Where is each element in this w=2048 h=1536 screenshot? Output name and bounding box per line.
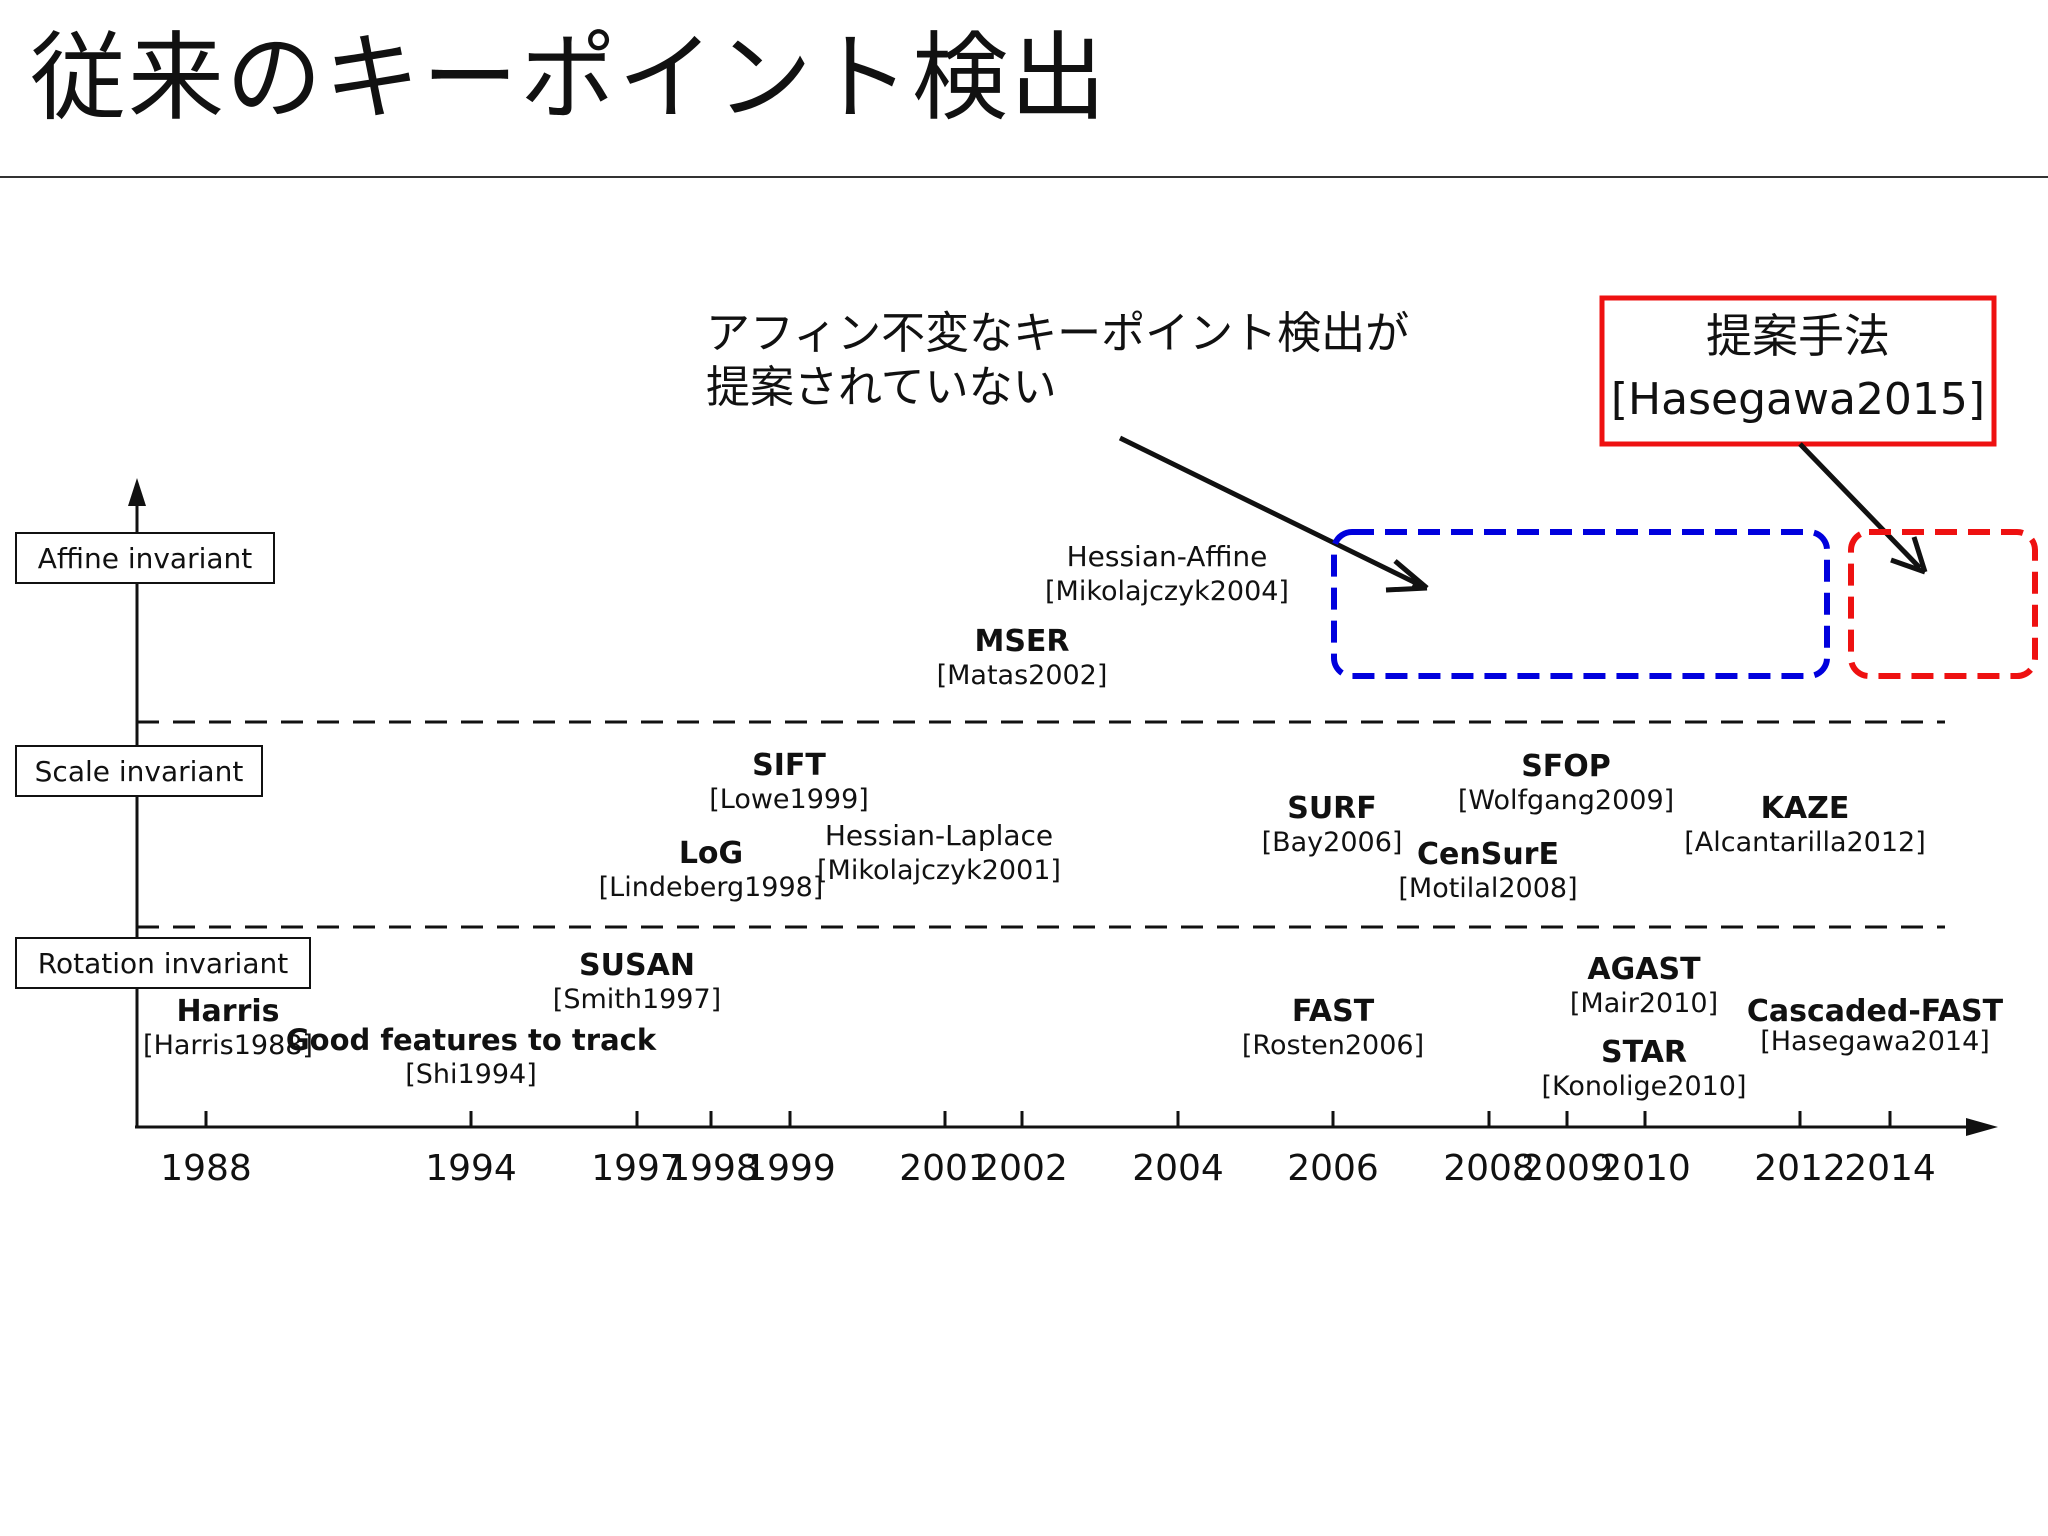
year-label: 2010: [1599, 1148, 1691, 1189]
method-censure: CenSurE [Motilal2008]: [1398, 837, 1577, 904]
method-reference: [Alcantarilla2012]: [1684, 827, 1926, 858]
method-reference: [Mikolajczyk2004]: [1045, 576, 1289, 607]
method-name: Good features to track: [286, 1023, 657, 1057]
year-ticks: [204, 1111, 1892, 1127]
year-label: 2006: [1287, 1148, 1379, 1189]
method-good-features-to-track: Good features to track [Shi1994]: [286, 1023, 657, 1090]
method-sift: SIFT [Lowe1999]: [709, 748, 869, 815]
gap-note-line2: 提案されていない: [706, 362, 1057, 413]
method-hessian-laplace: Hessian-Laplace [Mikolajczyk2001]: [817, 819, 1061, 886]
gap-note-arrow: [1118, 435, 1424, 589]
affine-invariant-label: Affine invariant: [15, 532, 275, 584]
year-label: 1998: [667, 1148, 759, 1189]
method-fast: FAST [Rosten2006]: [1242, 994, 1424, 1061]
method-reference: [Matas2002]: [937, 660, 1108, 691]
method-name: SIFT: [752, 748, 826, 783]
affine-gap-dashed-box: [1331, 529, 1830, 679]
slide-title: 従来のキーポイント検出: [30, 22, 1108, 134]
method-name: CenSurE: [1417, 837, 1559, 872]
method-name: SUSAN: [579, 948, 695, 983]
method-name: KAZE: [1761, 791, 1850, 826]
method-agast: AGAST [Mair2010]: [1570, 952, 1718, 1019]
method-reference: [Harris1988]: [143, 1030, 313, 1061]
method-reference: [Mikolajczyk2001]: [817, 855, 1061, 886]
affine-invariant-text: Affine invariant: [38, 542, 253, 575]
method-name: Hessian-Affine: [1067, 540, 1268, 573]
method-reference: [Motilal2008]: [1398, 873, 1577, 904]
gap-note: アフィン不変なキーポイント検出が 提案されていない: [706, 308, 1409, 413]
method-reference: [Mair2010]: [1570, 988, 1718, 1019]
year-labels: 1988 1994 1997 1998 1999 2001 2002 2004 …: [160, 1148, 1936, 1189]
method-name: MSER: [974, 624, 1069, 659]
method-reference: [Wolfgang2009]: [1458, 785, 1674, 816]
year-label: 2004: [1132, 1148, 1224, 1189]
proposal-dashed-box: [1848, 529, 2038, 679]
method-name: FAST: [1292, 994, 1375, 1029]
year-label: 2008: [1443, 1148, 1535, 1189]
method-reference: [Lindeberg1998]: [599, 872, 824, 903]
method-name: Hessian-Laplace: [825, 819, 1053, 852]
method-reference: [Bay2006]: [1262, 827, 1403, 858]
method-kaze: KAZE [Alcantarilla2012]: [1684, 791, 1926, 858]
year-label: 2002: [976, 1148, 1068, 1189]
method-log: LoG [Lindeberg1998]: [599, 836, 824, 903]
year-label: 2001: [899, 1148, 991, 1189]
method-name: SURF: [1287, 791, 1377, 826]
gap-note-arrowhead: [1385, 559, 1429, 593]
method-reference: [Hasegawa2014]: [1760, 1026, 1990, 1057]
proposal-reference: [Hasegawa2015]: [1611, 374, 1985, 425]
method-surf: SURF [Bay2006]: [1262, 791, 1403, 858]
method-hessian-affine: Hessian-Affine [Mikolajczyk2004]: [1045, 540, 1289, 607]
method-cascaded-fast: Cascaded-FAST [Hasegawa2014]: [1747, 994, 2004, 1057]
year-label: 1988: [160, 1148, 252, 1189]
scale-invariant-text: Scale invariant: [35, 755, 244, 788]
rotation-invariant-text: Rotation invariant: [38, 947, 288, 980]
method-reference: [Smith1997]: [553, 984, 721, 1015]
method-name: Harris: [176, 994, 279, 1029]
proposal-arrowhead: [1890, 536, 1928, 575]
scale-invariant-label: Scale invariant: [15, 745, 263, 797]
gap-note-line1: アフィン不変なキーポイント検出が: [706, 308, 1409, 359]
title-divider: [0, 176, 2048, 178]
method-sfop: SFOP [Wolfgang2009]: [1458, 749, 1674, 816]
proposal-title: 提案手法: [1706, 309, 1890, 363]
method-susan: SUSAN [Smith1997]: [553, 948, 721, 1015]
method-reference: [Rosten2006]: [1242, 1030, 1424, 1061]
method-mser: MSER [Matas2002]: [937, 624, 1108, 691]
proposal-box: 提案手法 [Hasegawa2015]: [1599, 295, 1997, 447]
proposal-arrow: [1798, 442, 1922, 570]
rotation-invariant-label: Rotation invariant: [15, 937, 311, 989]
year-label: 2009: [1521, 1148, 1613, 1189]
year-label: 1994: [425, 1148, 517, 1189]
method-name: STAR: [1601, 1035, 1687, 1070]
year-label: 2014: [1844, 1148, 1936, 1189]
year-label: 1999: [744, 1148, 836, 1189]
method-name: Cascaded-FAST: [1747, 994, 2004, 1029]
method-reference: [Shi1994]: [405, 1059, 537, 1090]
year-label: 2012: [1754, 1148, 1846, 1189]
method-star: STAR [Konolige2010]: [1541, 1035, 1746, 1102]
time-axis-arrowhead: [1966, 1118, 1998, 1136]
method-name: AGAST: [1587, 952, 1701, 987]
method-name: LoG: [679, 836, 743, 871]
method-harris: Harris [Harris1988]: [143, 994, 313, 1061]
method-reference: [Lowe1999]: [709, 784, 869, 815]
vertical-axis-arrowhead: [128, 478, 146, 506]
method-name: SFOP: [1521, 749, 1611, 784]
year-label: 1997: [591, 1148, 683, 1189]
method-reference: [Konolige2010]: [1541, 1071, 1746, 1102]
